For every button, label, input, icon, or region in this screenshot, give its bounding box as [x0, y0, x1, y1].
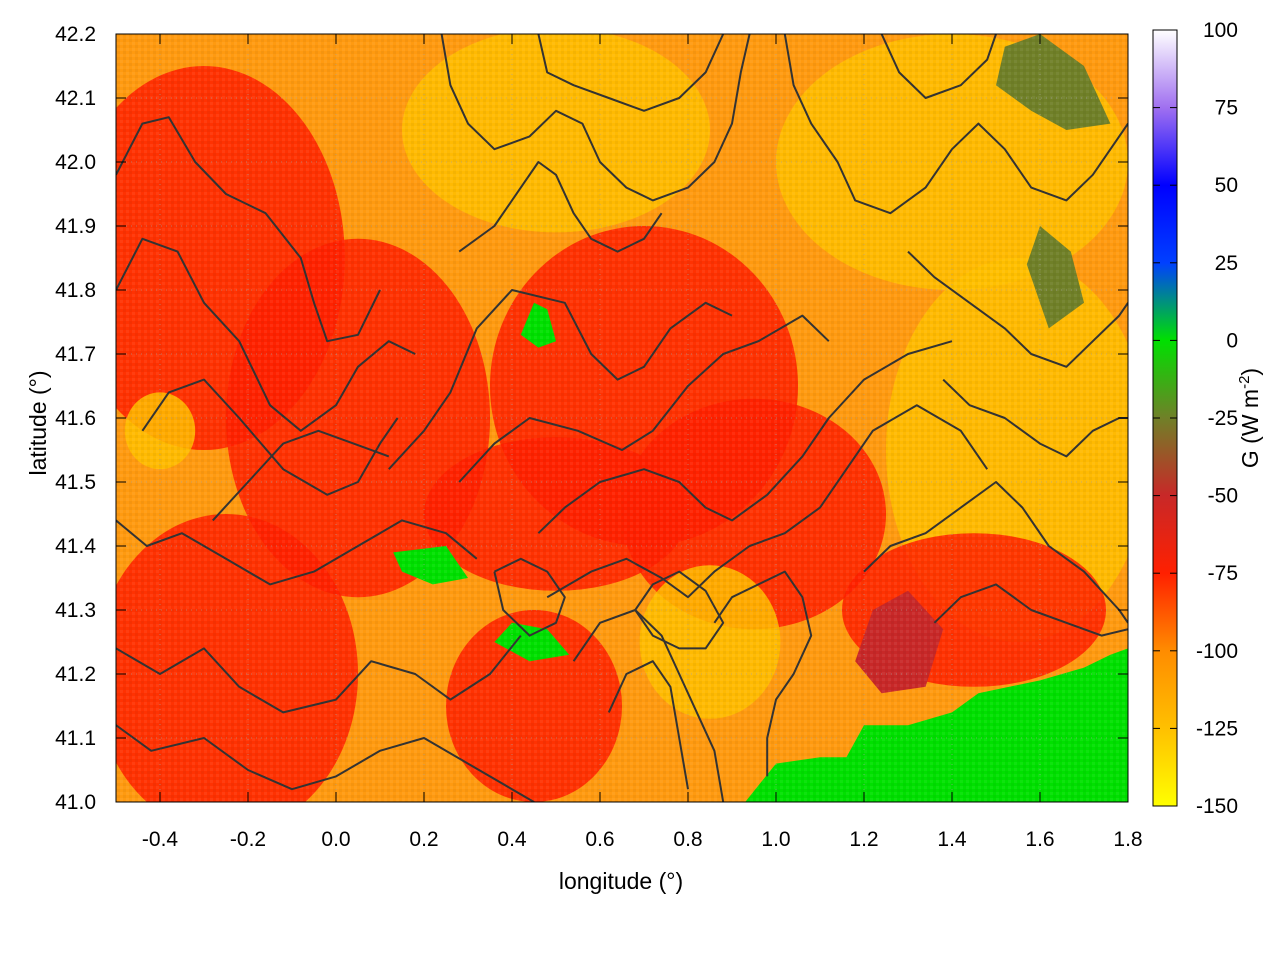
y-tick-label: 42.0 — [55, 151, 96, 174]
contour-line-4 — [116, 634, 522, 714]
colorbar-tick-label: -50 — [1208, 485, 1238, 508]
contour-line-13 — [863, 481, 1128, 624]
contour-line-12 — [713, 570, 813, 777]
contour-line-5 — [116, 724, 535, 802]
x-tick-label: 1.2 — [849, 828, 878, 851]
x-tick-label: 0.2 — [409, 828, 438, 851]
colorbar-tick-label: 50 — [1215, 174, 1238, 197]
colorbar-tick-label: -75 — [1208, 562, 1238, 585]
colorbar: 100 75 50 25 0 -25 -50 -75 -100 -125 -150 G (W m-2… — [1152, 19, 1263, 818]
y-tick-label: 41.4 — [55, 535, 96, 558]
contour-line-22 — [212, 429, 390, 522]
y-axis-label: latitude (°) — [25, 370, 51, 475]
x-tick-label: 0.0 — [321, 828, 350, 851]
y-tick-label: 41.7 — [55, 343, 96, 366]
x-tick-label: 0.6 — [585, 828, 614, 851]
y-tick-label: 41.0 — [55, 791, 96, 814]
contour-line-6 — [388, 289, 733, 470]
y-tick-label: 41.5 — [55, 471, 96, 494]
contour-line-14 — [933, 583, 1128, 637]
colorbar-label-end: ) — [1237, 368, 1263, 376]
colorbar-tick-label: 75 — [1215, 97, 1238, 120]
x-tick-label: 1.0 — [761, 828, 790, 851]
contour-line-0 — [116, 116, 381, 343]
colorbar-ticks: 100 75 50 25 0 -25 -50 -75 -100 -125 -150 — [1153, 19, 1238, 818]
contour-line-7 — [458, 314, 830, 483]
x-tick-label: 1.6 — [1025, 828, 1054, 851]
x-axis-ticks: -0.4 -0.2 0.0 0.2 0.4 0.6 0.8 1.0 1.2 1.4 1.6 1.8 — [142, 34, 1143, 851]
x-tick-label: 0.4 — [497, 828, 527, 851]
x-tick-label: -0.4 — [142, 828, 179, 851]
contour-line-20 — [942, 378, 1128, 458]
contour-line-11 — [607, 660, 689, 790]
contour-line-16 — [537, 34, 725, 112]
y-tick-label: 41.9 — [55, 215, 96, 238]
x-tick-label: 0.8 — [673, 828, 702, 851]
y-tick-label: 42.2 — [55, 23, 96, 46]
contour-line-17 — [783, 34, 1128, 215]
colorbar-tick-label: -25 — [1208, 407, 1238, 430]
y-tick-label: 41.8 — [55, 279, 96, 302]
plot-area — [115, 33, 1129, 803]
contour-line-10 — [572, 609, 725, 802]
colorbar-tick-label: 100 — [1203, 19, 1238, 42]
contour-line-23 — [493, 557, 566, 637]
contour-line-24 — [634, 570, 725, 650]
y-tick-label: 42.1 — [55, 87, 96, 110]
x-tick-label: 1.4 — [937, 828, 967, 851]
y-tick-label: 41.1 — [55, 727, 96, 750]
contour-line-18 — [880, 34, 997, 99]
colorbar-label-superscript: -2 — [1236, 376, 1253, 389]
contour-line-3 — [116, 519, 478, 586]
colorbar-tick-label: -125 — [1196, 717, 1238, 740]
contour-line-19 — [907, 250, 1128, 368]
contour-line-9 — [546, 404, 989, 599]
colorbar-label-main: G (W m — [1237, 389, 1263, 468]
y-axis-ticks: 41.0 41.1 41.2 41.3 41.4 41.5 41.6 41.7 41.8 41.9… — [55, 23, 1128, 814]
contour-line-15 — [440, 34, 751, 202]
colorbar-tick-label: 0 — [1226, 329, 1238, 352]
y-tick-label: 41.6 — [55, 407, 96, 430]
colorbar-label: G (W m-2) — [1236, 368, 1263, 468]
contour-line-2 — [141, 378, 399, 496]
x-tick-label: 1.8 — [1113, 828, 1142, 851]
contour-line-1 — [116, 237, 416, 432]
colorbar-tick-label: -100 — [1196, 640, 1238, 663]
x-axis-label: longitude (°) — [559, 868, 683, 894]
colorbar-tick-label: -150 — [1196, 795, 1238, 818]
contour-lines — [116, 34, 1128, 802]
y-tick-label: 41.3 — [55, 599, 96, 622]
contour-line-21 — [458, 161, 663, 253]
y-tick-label: 41.2 — [55, 663, 96, 686]
contour-line-8 — [537, 340, 953, 534]
colorbar-tick-label: 25 — [1215, 252, 1238, 275]
x-tick-label: -0.2 — [230, 828, 266, 851]
